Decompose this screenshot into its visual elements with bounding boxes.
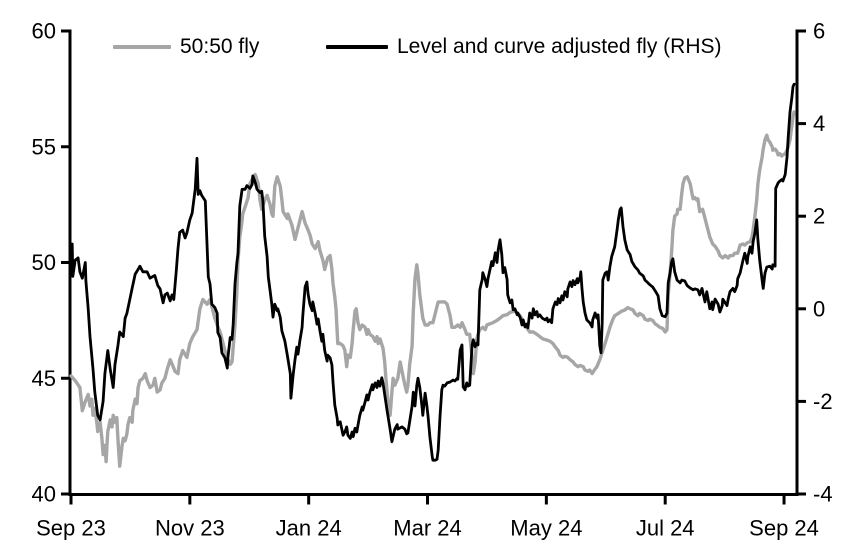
x-tick-label: Jan 24 [276,516,342,541]
legend-line-swatch-black [326,45,388,49]
series-line-level-curve-adjusted-fly [69,82,796,462]
legend-item-5050-fly: 50:50 fly [113,35,260,58]
series-line-5050-fly [69,110,796,468]
y-left-tick-label: 45 [32,366,56,391]
legend-item-level-curve-adjusted-fly: Level and curve adjusted fly (RHS) [326,35,722,58]
y-right-tick-label: 4 [813,111,825,136]
legend-label-level-curve-adjusted-fly: Level and curve adjusted fly (RHS) [397,35,722,58]
y-left-tick-label: 60 [32,19,56,44]
y-left-tick-label: 40 [32,482,56,507]
x-tick-label: May 24 [510,516,582,541]
legend-line-swatch-gray [113,45,171,49]
x-tick-label: Mar 24 [393,516,461,541]
y-left-tick-label: 55 [32,134,56,159]
y-right-tick-label: -2 [813,389,833,414]
y-right-tick-label: -4 [813,482,833,507]
x-tick-label: Sep 23 [36,516,106,541]
x-tick-label: Sep 24 [749,516,819,541]
y-right-tick-label: 0 [813,296,825,321]
legend-label-5050-fly: 50:50 fly [180,35,260,58]
y-right-tick-label: 2 [813,204,825,229]
y-right-tick-label: 6 [813,19,825,44]
y-left-tick-label: 50 [32,250,56,275]
x-tick-label: Nov 23 [155,516,225,541]
x-tick-label: Jul 24 [636,516,695,541]
